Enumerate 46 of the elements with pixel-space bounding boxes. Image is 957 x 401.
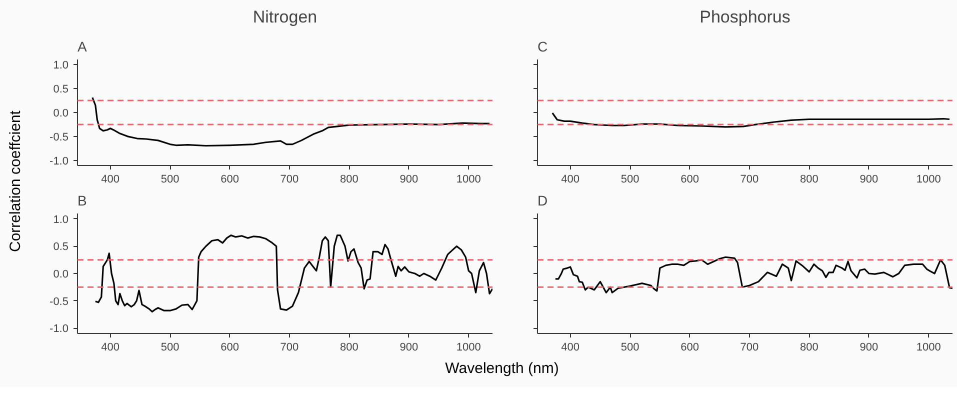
x-tick-label: 900 — [860, 174, 878, 186]
chart-subtitle: B — [78, 192, 87, 208]
x-tick-label: 400 — [561, 342, 580, 354]
x-tick-label: 900 — [400, 174, 418, 186]
chart-subtitle: D — [538, 192, 548, 208]
y-tick-label: -0.5 — [50, 296, 69, 308]
x-tick-label: 500 — [620, 174, 640, 186]
x-axis-title: Wavelength (nm) — [445, 359, 559, 379]
x-tick-label: 500 — [160, 342, 180, 354]
x-tick-label: 800 — [800, 342, 818, 354]
y-tick-label: 0.0 — [53, 108, 69, 120]
chart-title: Phosphorus — [700, 8, 790, 26]
y-tick-label: -0.5 — [50, 132, 69, 144]
x-tick-label: 500 — [160, 174, 180, 186]
y-tick-label: 0.0 — [53, 268, 69, 280]
x-tick-label: 800 — [800, 174, 818, 186]
chart-subtitle: C — [538, 38, 548, 54]
y-axis-title: Correlation coeffcient — [6, 110, 25, 252]
x-tick-label: 600 — [680, 342, 699, 354]
y-tick-label: 0.5 — [53, 241, 69, 254]
y-tick-label: -1.0 — [50, 323, 69, 336]
x-tick-label: 400 — [561, 174, 580, 186]
y-tick-label: 1.0 — [53, 59, 69, 72]
x-tick-label: 900 — [400, 342, 418, 354]
chart-title: Nitrogen — [252, 8, 318, 26]
x-tick-label: 600 — [680, 174, 699, 186]
x-tick-label: 800 — [340, 174, 358, 186]
x-tick-label: 500 — [620, 342, 640, 354]
chart-subtitle: A — [78, 38, 88, 54]
x-tick-label: 600 — [220, 342, 239, 354]
x-tick-label: 1000 — [456, 174, 481, 186]
y-tick-label: 0.5 — [53, 83, 69, 96]
x-tick-label: 700 — [740, 342, 759, 354]
y-tick-label: -1.0 — [50, 156, 69, 168]
x-tick-label: 600 — [220, 174, 239, 186]
x-tick-label: 400 — [101, 174, 120, 186]
x-tick-label: 400 — [101, 342, 120, 354]
x-tick-label: 1000 — [916, 174, 941, 186]
x-tick-label: 900 — [860, 342, 878, 354]
y-tick-label: 1.0 — [53, 214, 69, 226]
x-tick-label: 1000 — [916, 342, 941, 354]
x-tick-label: 700 — [280, 174, 299, 186]
x-tick-label: 700 — [280, 342, 299, 354]
x-tick-label: 700 — [740, 174, 759, 186]
x-tick-label: 1000 — [456, 342, 481, 354]
x-tick-label: 800 — [340, 342, 358, 354]
